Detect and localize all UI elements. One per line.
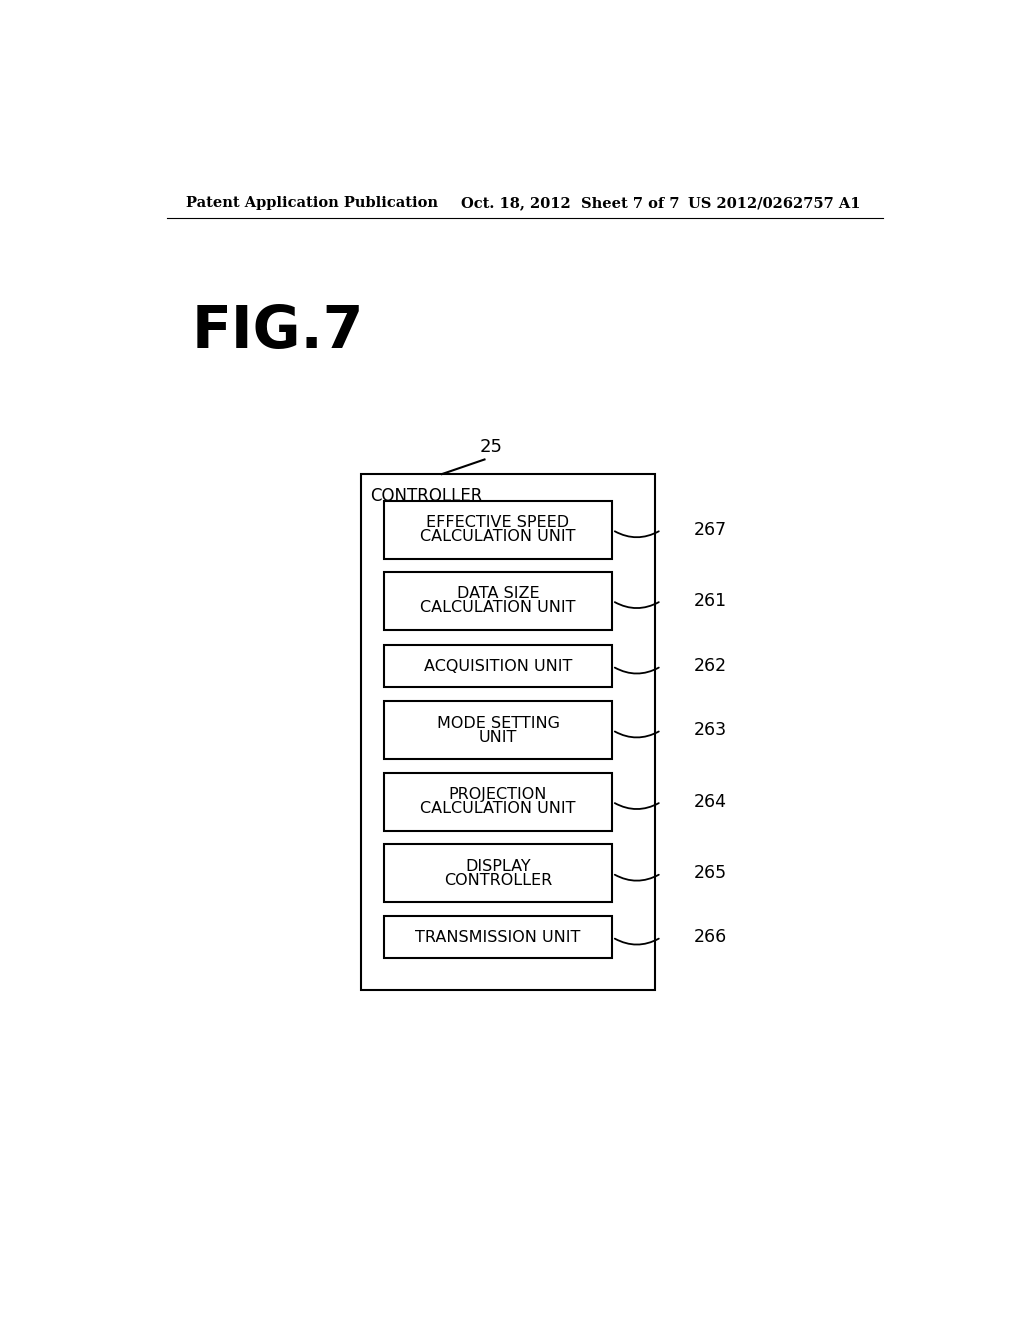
- Text: 261: 261: [693, 591, 727, 610]
- Bar: [384, 645, 612, 688]
- Text: 25: 25: [479, 438, 502, 457]
- Text: TRANSMISSION UNIT: TRANSMISSION UNIT: [416, 929, 581, 945]
- Text: CALCULATION UNIT: CALCULATION UNIT: [420, 601, 575, 615]
- Text: Oct. 18, 2012  Sheet 7 of 7: Oct. 18, 2012 Sheet 7 of 7: [461, 197, 680, 210]
- Text: ACQUISITION UNIT: ACQUISITION UNIT: [424, 659, 572, 673]
- Text: CONTROLLER: CONTROLLER: [444, 873, 552, 888]
- Bar: [360, 474, 655, 990]
- Text: 262: 262: [693, 657, 727, 676]
- Text: CALCULATION UNIT: CALCULATION UNIT: [420, 801, 575, 816]
- Bar: [384, 916, 612, 958]
- Text: UNIT: UNIT: [479, 730, 517, 744]
- Text: EFFECTIVE SPEED: EFFECTIVE SPEED: [427, 516, 569, 531]
- Text: 266: 266: [693, 928, 727, 946]
- Text: 263: 263: [693, 721, 727, 739]
- Text: US 2012/0262757 A1: US 2012/0262757 A1: [688, 197, 860, 210]
- Text: FIG.7: FIG.7: [191, 304, 364, 360]
- Text: CONTROLLER: CONTROLLER: [370, 487, 482, 504]
- Text: DATA SIZE: DATA SIZE: [457, 586, 540, 602]
- Text: 267: 267: [693, 521, 727, 539]
- Bar: [384, 572, 612, 630]
- Text: DISPLAY: DISPLAY: [465, 859, 530, 874]
- Bar: [384, 701, 612, 759]
- Text: Patent Application Publication: Patent Application Publication: [186, 197, 438, 210]
- Bar: [384, 845, 612, 903]
- Bar: [384, 502, 612, 558]
- Text: PROJECTION: PROJECTION: [449, 787, 547, 803]
- Text: CALCULATION UNIT: CALCULATION UNIT: [420, 529, 575, 544]
- Text: MODE SETTING: MODE SETTING: [436, 715, 559, 731]
- Text: 265: 265: [693, 865, 727, 882]
- Text: 264: 264: [693, 793, 727, 810]
- Bar: [384, 774, 612, 830]
